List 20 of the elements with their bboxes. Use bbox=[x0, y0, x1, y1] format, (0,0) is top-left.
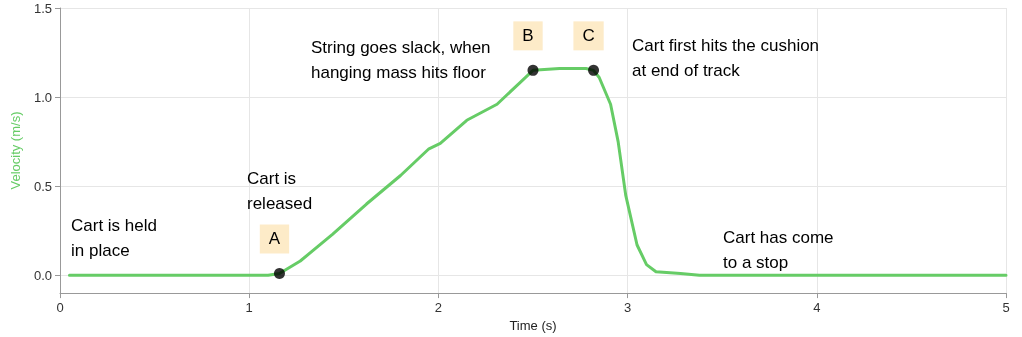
x-tick-label: 0 bbox=[56, 300, 64, 316]
x-tick-label: 4 bbox=[813, 300, 821, 316]
y-axis-title: Velocity (m/s) bbox=[8, 111, 23, 190]
x-tick-label: 2 bbox=[434, 300, 443, 316]
annotation: Cart is released bbox=[247, 169, 313, 213]
annotation: String goes slack, when hanging mass hits floor bbox=[311, 38, 491, 82]
annotation: A bbox=[268, 229, 281, 249]
x-tick-label: 3 bbox=[623, 300, 632, 316]
x-tick-label: 1 bbox=[245, 300, 253, 316]
y-tick-label: 0.5 bbox=[33, 178, 52, 194]
annotation: C bbox=[582, 26, 595, 46]
annotation: Cart has come to a stop bbox=[723, 228, 834, 272]
x-axis-title: Time (s) bbox=[509, 318, 557, 333]
annotation: Cart first hits the cushion at end of track bbox=[632, 36, 820, 80]
x-tick-label: 5 bbox=[1002, 300, 1010, 316]
annotation: B bbox=[522, 26, 534, 46]
y-tick-label: 1.0 bbox=[33, 89, 52, 105]
y-tick-label: 1.5 bbox=[33, 0, 52, 16]
y-tick-label: 0.0 bbox=[33, 267, 52, 283]
annotation: Cart is held in place bbox=[71, 216, 157, 260]
